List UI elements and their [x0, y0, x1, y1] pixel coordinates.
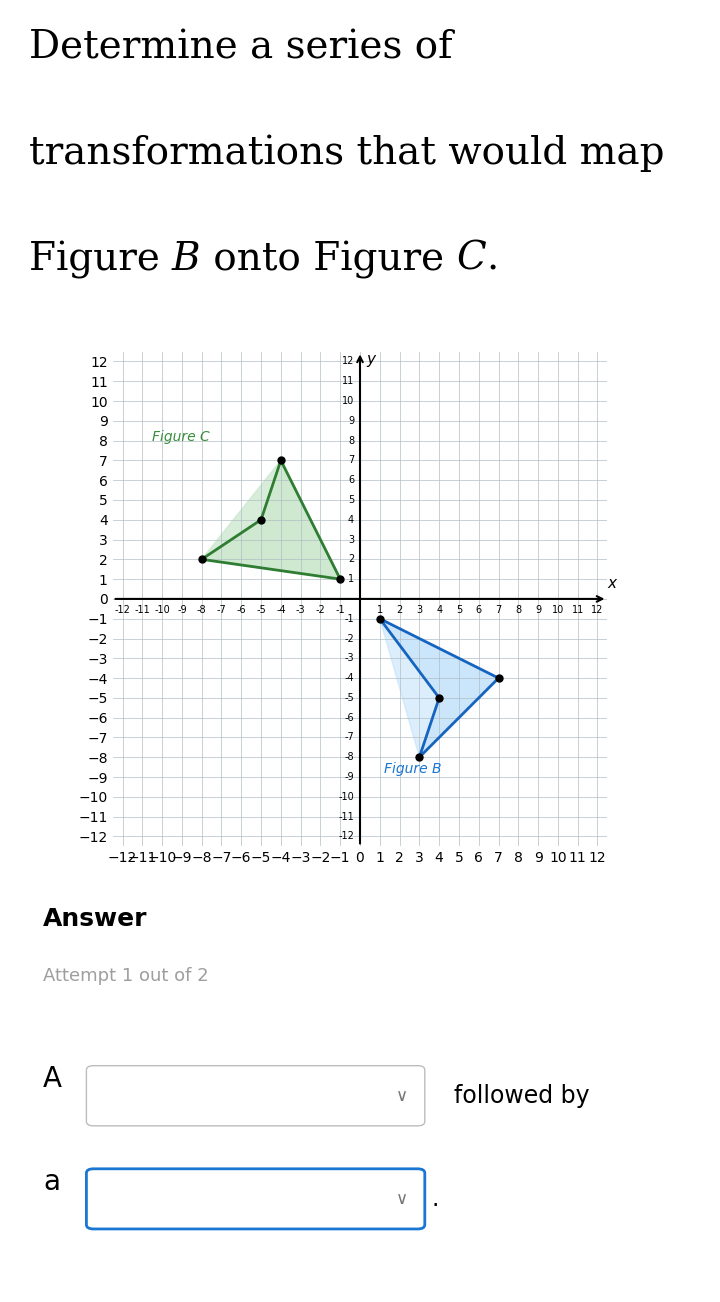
FancyBboxPatch shape — [86, 1065, 425, 1126]
Text: 1: 1 — [348, 574, 354, 585]
Text: C: C — [456, 241, 486, 277]
Text: -3: -3 — [296, 605, 305, 615]
Text: -10: -10 — [154, 605, 170, 615]
Text: -3: -3 — [344, 654, 354, 663]
Text: 6: 6 — [348, 475, 354, 486]
Text: followed by: followed by — [454, 1083, 589, 1108]
Text: -1: -1 — [344, 613, 354, 624]
Text: -1: -1 — [336, 605, 345, 615]
Text: 8: 8 — [516, 605, 521, 615]
Text: -5: -5 — [256, 605, 266, 615]
Text: .: . — [432, 1187, 439, 1211]
Text: Attempt 1 out of 2: Attempt 1 out of 2 — [43, 967, 209, 984]
Text: -9: -9 — [344, 772, 354, 783]
Text: 5: 5 — [456, 605, 462, 615]
Text: -4: -4 — [276, 605, 286, 615]
Text: 9: 9 — [348, 415, 354, 426]
Text: transformations that would map: transformations that would map — [29, 135, 665, 172]
Text: B: B — [172, 241, 201, 277]
Text: -10: -10 — [338, 792, 354, 802]
Text: 11: 11 — [342, 376, 354, 387]
Text: Figure C: Figure C — [152, 430, 210, 444]
Text: 10: 10 — [342, 396, 354, 406]
Text: x: x — [608, 575, 616, 591]
Text: -7: -7 — [217, 605, 226, 615]
Text: 5: 5 — [348, 495, 354, 505]
Text: -7: -7 — [344, 733, 354, 742]
Text: a: a — [43, 1168, 60, 1195]
Text: -9: -9 — [177, 605, 186, 615]
Text: Figure B: Figure B — [384, 762, 441, 776]
Text: Answer: Answer — [43, 906, 148, 931]
Text: .: . — [486, 241, 498, 277]
Text: 4: 4 — [348, 514, 354, 525]
Text: -11: -11 — [338, 811, 354, 822]
Text: 4: 4 — [436, 605, 442, 615]
Text: 3: 3 — [416, 605, 423, 615]
Text: 12: 12 — [591, 605, 603, 615]
Text: 3: 3 — [348, 535, 354, 544]
Text: 10: 10 — [552, 605, 564, 615]
Text: 9: 9 — [535, 605, 541, 615]
Text: ∨: ∨ — [396, 1087, 408, 1105]
Polygon shape — [379, 618, 498, 758]
Text: 12: 12 — [342, 357, 354, 366]
Polygon shape — [202, 461, 341, 579]
Text: A: A — [43, 1065, 62, 1092]
Text: 2: 2 — [397, 605, 402, 615]
Text: -5: -5 — [344, 693, 354, 703]
Text: -4: -4 — [344, 673, 354, 684]
Text: -8: -8 — [197, 605, 207, 615]
Text: 2: 2 — [348, 555, 354, 564]
Text: onto Figure: onto Figure — [201, 241, 456, 279]
Text: -2: -2 — [315, 605, 325, 615]
Text: -8: -8 — [344, 753, 354, 762]
Text: Determine a series of: Determine a series of — [29, 29, 452, 66]
Text: -2: -2 — [344, 634, 354, 643]
Text: -11: -11 — [135, 605, 150, 615]
Text: y: y — [366, 352, 375, 367]
Text: -12: -12 — [338, 832, 354, 841]
Text: ∨: ∨ — [396, 1190, 408, 1208]
Text: 7: 7 — [348, 456, 354, 465]
Text: 1: 1 — [377, 605, 383, 615]
Text: -6: -6 — [236, 605, 246, 615]
Polygon shape — [202, 461, 341, 579]
Text: -6: -6 — [344, 712, 354, 723]
Text: 8: 8 — [348, 436, 354, 445]
Text: 11: 11 — [572, 605, 584, 615]
Polygon shape — [379, 618, 498, 758]
Text: Figure: Figure — [29, 241, 172, 279]
Text: -12: -12 — [114, 605, 130, 615]
Text: 7: 7 — [495, 605, 502, 615]
FancyBboxPatch shape — [86, 1169, 425, 1229]
Text: 6: 6 — [476, 605, 482, 615]
